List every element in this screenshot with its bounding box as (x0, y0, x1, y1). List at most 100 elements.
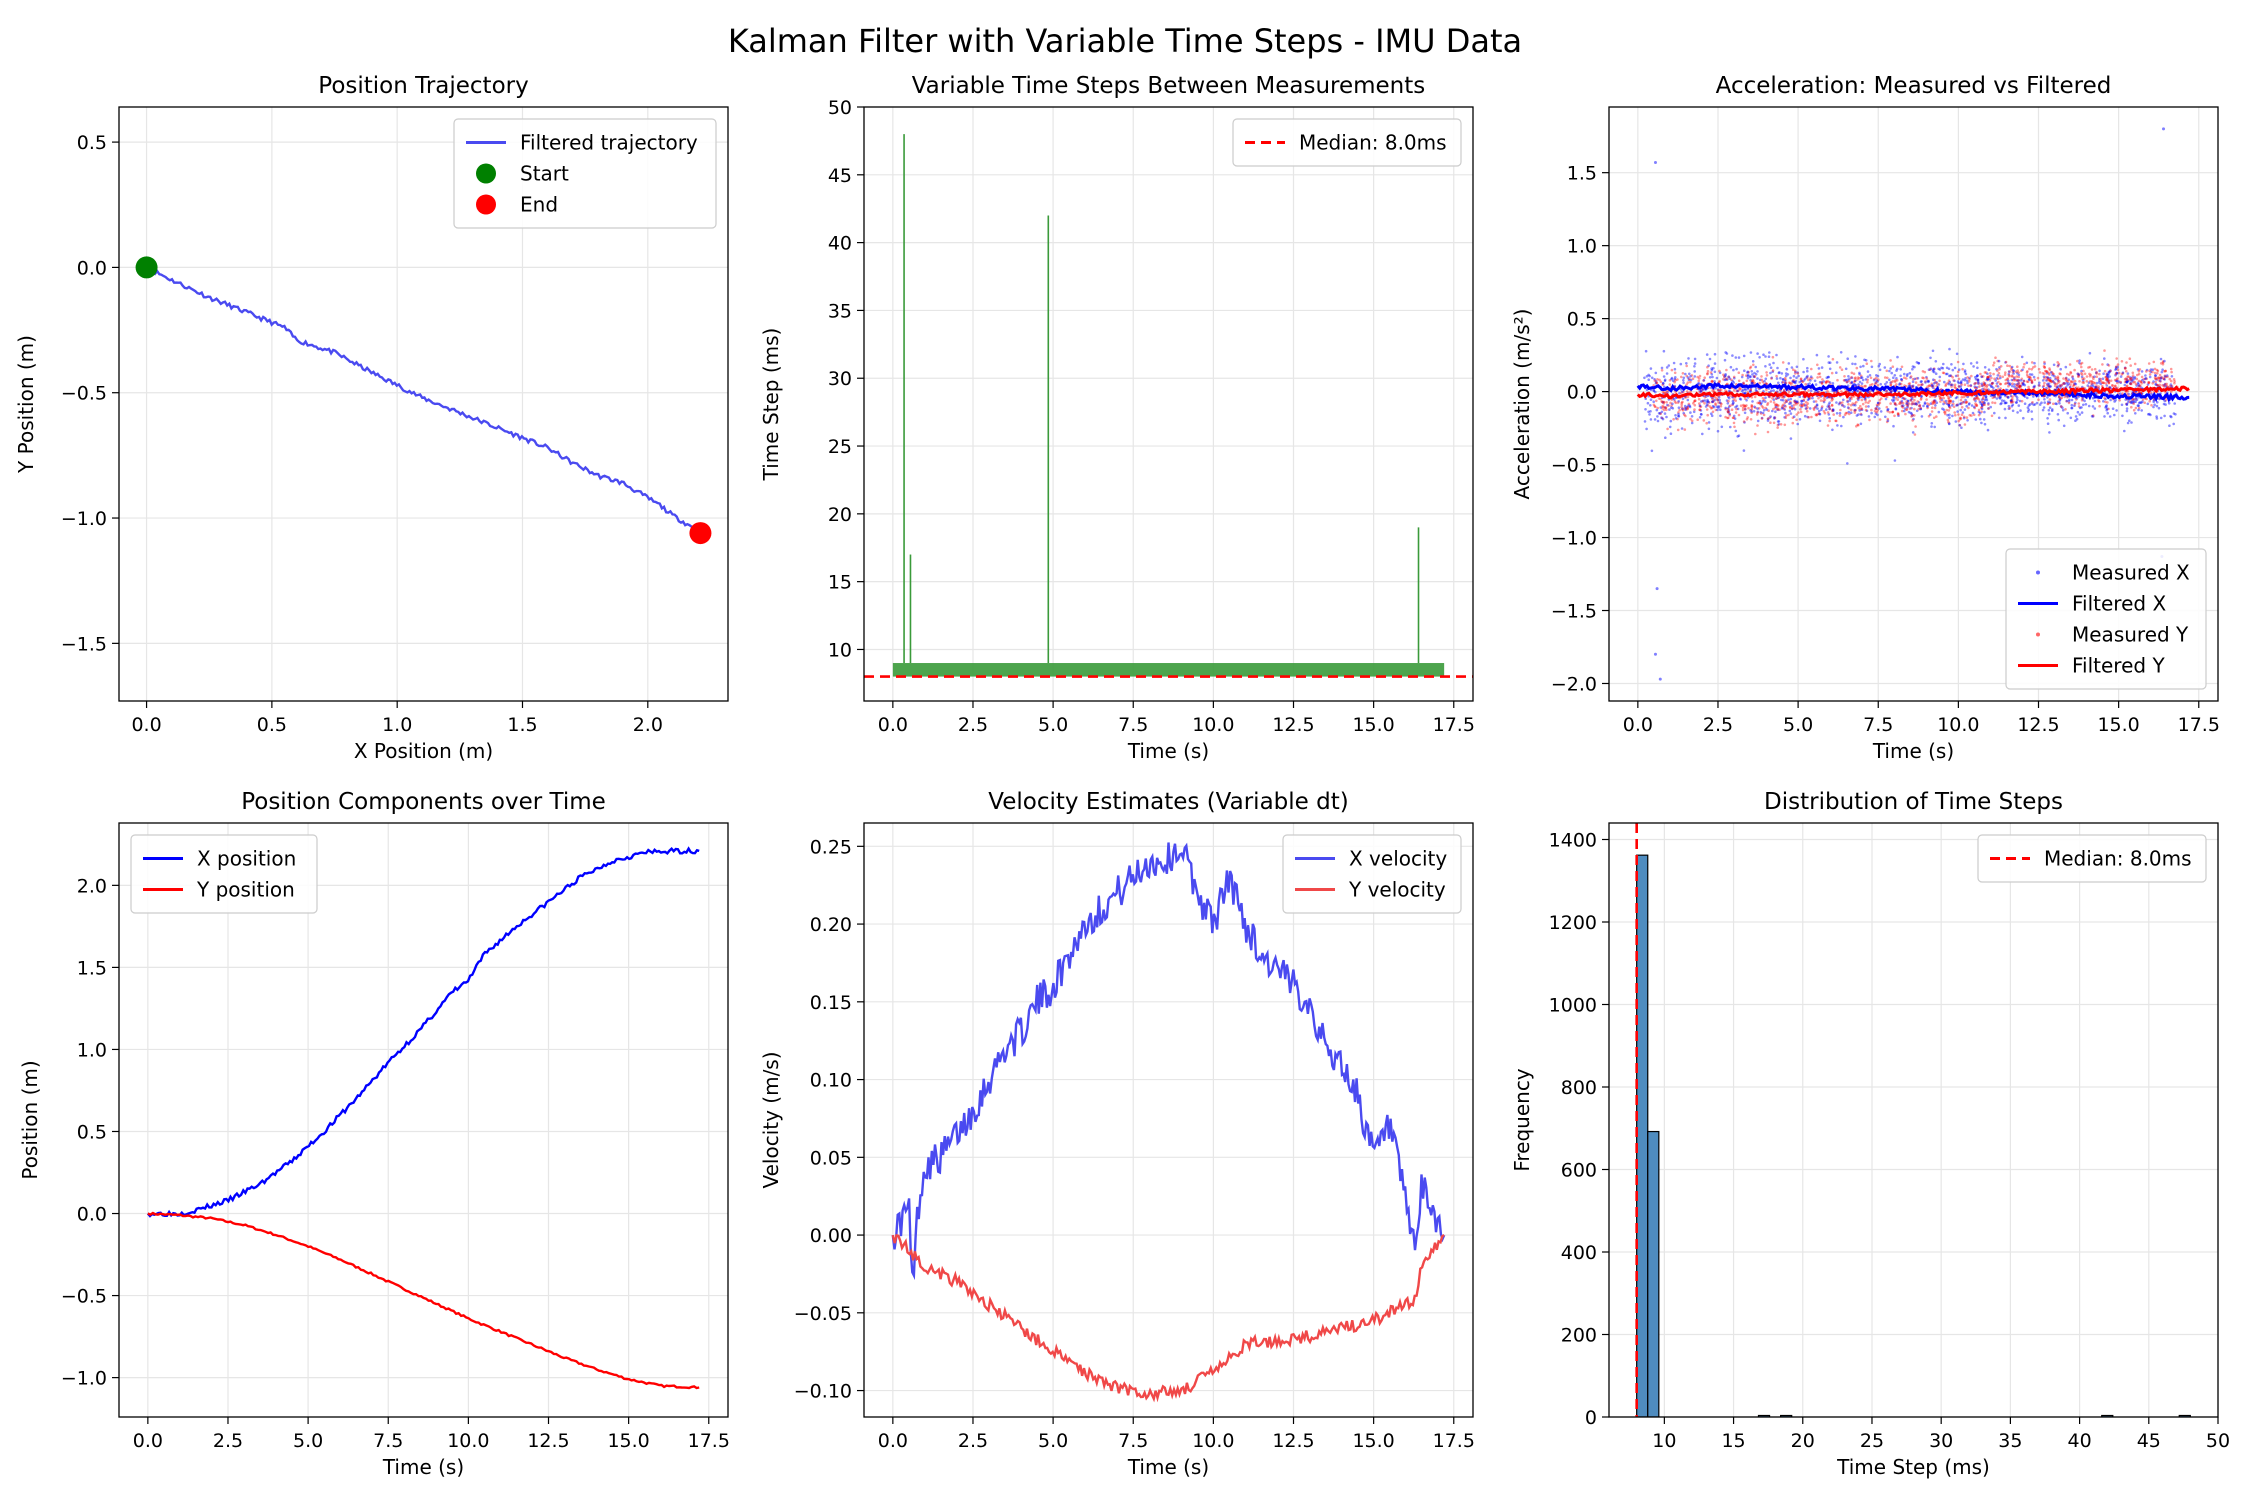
measured-x-point (1865, 409, 1869, 413)
measured-y-point (1754, 432, 1757, 436)
measured-y-point (1895, 379, 1899, 382)
measured-x-point (1945, 366, 1949, 370)
measured-x-point (1667, 364, 1671, 367)
measured-x-point (1713, 352, 1717, 356)
measured-y-point (2075, 398, 2078, 401)
measured-y-point (2033, 386, 2036, 389)
measured-x-point (2146, 383, 2150, 386)
measured-y-point (1885, 389, 1888, 393)
measured-x-point (2114, 379, 2118, 383)
measured-y-point (1816, 413, 1819, 416)
measured-x-point (2163, 378, 2166, 381)
measured-x-point (1746, 370, 1750, 374)
measured-x-point (2077, 373, 2081, 376)
measured-x-point (1670, 377, 1673, 381)
measured-y-point (2053, 384, 2057, 388)
measured-y-point (1933, 401, 1937, 405)
measured-x-point (2154, 382, 2157, 386)
measured-y-point (1875, 376, 1878, 380)
legend-dot (476, 163, 496, 184)
y-tick-label: 35 (828, 300, 852, 322)
measured-y-point (1986, 375, 1989, 379)
measured-x-point (1661, 381, 1665, 385)
measured-y-point (1703, 402, 1706, 405)
axes-frame (863, 822, 1474, 1418)
measured-y-point (1714, 408, 1718, 412)
measured-x-point (2155, 383, 2158, 387)
legend-label: End (520, 193, 558, 217)
measured-x-point (1733, 417, 1737, 420)
measured-y-point (2072, 383, 2076, 387)
measured-x-point (1683, 404, 1687, 408)
measured-x-point (1684, 407, 1688, 410)
measured-x-point (1673, 377, 1677, 381)
measured-x-point (1654, 371, 1658, 375)
measured-x-point (1958, 402, 1962, 406)
measured-y-point (1771, 397, 1774, 400)
measured-x-point (2129, 376, 2132, 379)
measured-x-point (1941, 366, 1945, 370)
measured-y-point (1752, 363, 1755, 367)
measured-y-point (2043, 377, 2046, 380)
measured-x-point (2104, 397, 2107, 401)
measured-x-point (1655, 408, 1659, 412)
measured-x-point (2015, 387, 2018, 390)
measured-x-point (1748, 375, 1752, 378)
measured-x-point (1744, 391, 1747, 395)
measured-y-point (1734, 399, 1737, 402)
measured-x-point (1704, 395, 1708, 398)
measured-x-point (2048, 376, 2052, 380)
measured-x-point (1883, 366, 1887, 369)
measured-x-point (1897, 414, 1900, 418)
measured-y-point (1799, 408, 1802, 411)
measured-x-point (1751, 360, 1755, 363)
measured-x-point (2046, 376, 2050, 380)
measured-y-point (1947, 379, 1951, 383)
measured-x-point (2136, 368, 2140, 371)
measured-x-point (2051, 379, 2055, 383)
measured-y-point (2048, 367, 2051, 370)
measured-x-point (1978, 411, 1982, 415)
measured-y-point (1744, 407, 1747, 411)
measured-y-point (1696, 418, 1699, 422)
measured-x-point (2113, 413, 2116, 417)
measured-y-point (1830, 371, 1834, 375)
measured-x-point (1965, 404, 1968, 408)
measured-y-point (1670, 368, 1674, 372)
measured-x-point (2013, 383, 2016, 386)
measured-y-point (1810, 415, 1813, 419)
measured-x-point (2154, 374, 2157, 378)
measured-y-point (1874, 407, 1877, 410)
measured-x-point (2071, 378, 2075, 381)
measured-x-point (2144, 377, 2148, 380)
measured-y-point (1802, 402, 1806, 406)
measured-x-point (1785, 367, 1789, 371)
measured-x-point (2163, 359, 2166, 363)
measured-y-point (2004, 371, 2007, 374)
measured-y-point (1760, 375, 1763, 378)
measured-y-point (1885, 405, 1889, 409)
measured-x-point (1789, 401, 1793, 405)
measured-x-point (1974, 377, 1978, 381)
measured-y-point (1980, 375, 1983, 378)
measured-y-point (1990, 414, 1994, 418)
measured-y-point (1868, 399, 1871, 403)
measured-y-point (2165, 384, 2169, 388)
measured-x-point (1876, 413, 1879, 417)
measured-y-point (2107, 380, 2111, 383)
measured-y-point (2137, 379, 2141, 383)
x-tick-label: 15.0 (1352, 1430, 1394, 1452)
measured-y-point (2107, 381, 2111, 385)
measured-x-point (1763, 379, 1766, 383)
measured-x-point (2119, 381, 2122, 385)
measured-x-point (1734, 405, 1737, 409)
measured-y-point (2107, 381, 2111, 385)
measured-y-point (1750, 404, 1754, 408)
measured-y-point (1851, 402, 1854, 405)
measured-y-point (1896, 413, 1900, 416)
measured-y-point (1947, 397, 1951, 401)
measured-x-point (2046, 417, 2049, 420)
measured-y-point (1970, 414, 1973, 417)
measured-x-point (2105, 404, 2108, 407)
measured-x-point (1687, 378, 1691, 382)
